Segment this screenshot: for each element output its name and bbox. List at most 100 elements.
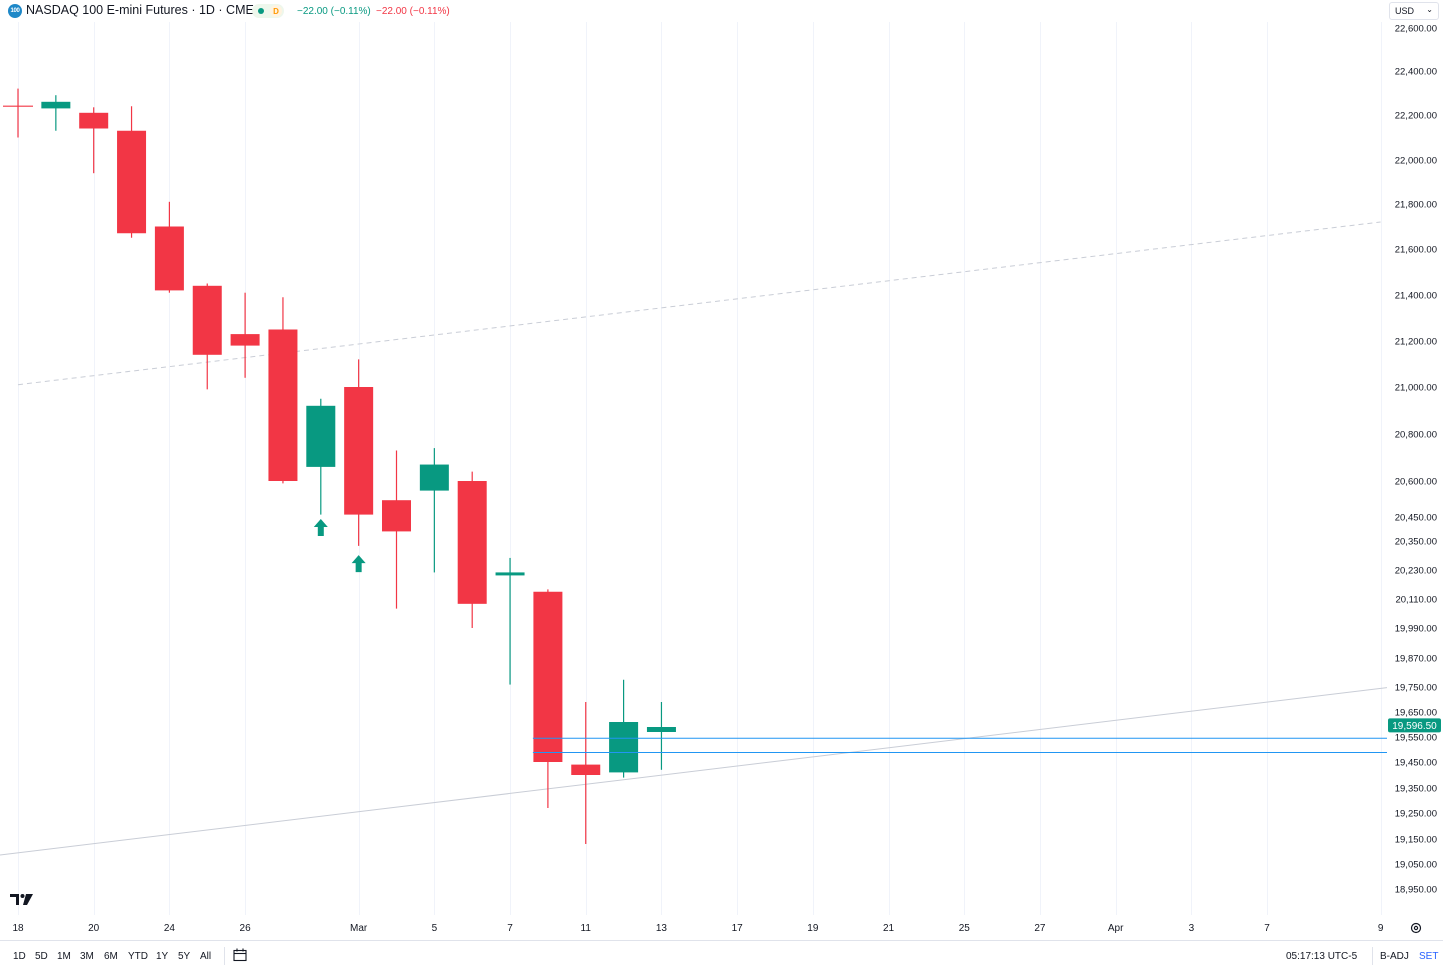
range-button-ytd[interactable]: YTD: [128, 951, 148, 962]
y-tick-label: 22,400.00: [1395, 67, 1437, 78]
y-tick-label: 19,550.00: [1395, 733, 1437, 744]
candle: [3, 88, 33, 138]
tradingview-logo-icon[interactable]: [10, 893, 36, 907]
y-tick-label: 20,350.00: [1395, 537, 1437, 548]
candle-body: [344, 387, 374, 515]
y-tick-label: 21,200.00: [1395, 337, 1437, 348]
candle: [382, 450, 411, 609]
candle-body: [457, 481, 487, 604]
y-tick-label: 20,800.00: [1395, 430, 1437, 441]
chevron-down-icon: ⌄: [1426, 5, 1433, 14]
range-button-5d[interactable]: 5D: [35, 951, 48, 962]
range-button-5y[interactable]: 5Y: [178, 951, 191, 962]
price-chart[interactable]: 22,600.00 22,400.00 22,200.00 22,000.00 21,8…: [0, 0, 1443, 940]
y-tick-label: 19,650.00: [1395, 708, 1437, 719]
candle: [419, 448, 449, 573]
y-tick-label: 19,750.00: [1395, 683, 1437, 694]
currency-value: USD: [1395, 6, 1415, 16]
candle-body: [41, 101, 71, 109]
market-status-pill[interactable]: D: [252, 4, 284, 18]
price-change-red: −22.00 (−0.11%): [376, 6, 450, 17]
price-change-green: −22.00 (−0.11%): [297, 6, 371, 17]
x-tick-label: 24: [164, 923, 176, 934]
x-tick-label: 17: [732, 923, 744, 934]
toolbar-divider: [224, 947, 225, 965]
calendar-icon[interactable]: [233, 948, 247, 962]
x-tick-label: 9: [1378, 923, 1384, 934]
candle: [192, 283, 222, 390]
y-tick-label: 22,200.00: [1395, 111, 1437, 122]
y-tick-label: 20,230.00: [1395, 566, 1437, 577]
candle: [495, 557, 525, 685]
buy-signal-arrow-icon: [313, 519, 328, 536]
candle: [117, 106, 147, 238]
x-tick-label: 7: [507, 923, 513, 934]
y-tick-label: 21,000.00: [1395, 383, 1437, 394]
candle: [79, 107, 109, 174]
last-price-tag: [1388, 718, 1441, 733]
candle: [457, 471, 487, 628]
range-button-all[interactable]: All: [200, 951, 212, 962]
candle: [344, 359, 374, 546]
currency-select[interactable]: USD ⌄: [1389, 2, 1439, 20]
y-tick-label: 19,990.00: [1395, 624, 1437, 635]
candle-body: [154, 226, 184, 291]
candle-body: [495, 572, 525, 576]
x-tick-label: 18: [12, 923, 24, 934]
candle-body: [117, 130, 147, 234]
settlement-toggle[interactable]: SET: [1419, 951, 1439, 962]
y-tick-label: 19,050.00: [1395, 860, 1437, 871]
candle: [533, 589, 563, 808]
symbol-title[interactable]: NASDAQ 100 E-mini Futures · 1D · CME: [26, 3, 254, 17]
candle-body: [382, 500, 411, 532]
x-tick-label: Apr: [1108, 923, 1124, 934]
candle: [609, 679, 639, 778]
trend-line: [0, 687, 1388, 856]
gear-icon[interactable]: [1409, 921, 1423, 935]
y-tick-label: 19,250.00: [1395, 809, 1437, 820]
symbol-logo[interactable]: 100: [8, 4, 22, 18]
x-tick-label: Mar: [350, 923, 368, 934]
candle: [646, 702, 676, 770]
candle-body: [419, 464, 449, 491]
chart-header: 100 NASDAQ 100 E-mini Futures · 1D · CME…: [0, 0, 1439, 22]
range-button-3m[interactable]: 3M: [80, 951, 94, 962]
candle-body: [79, 112, 109, 129]
candle-body: [646, 727, 676, 732]
x-tick-label: 7: [1264, 923, 1270, 934]
candle: [230, 292, 260, 378]
y-tick-label: 20,110.00: [1395, 595, 1437, 606]
x-tick-label: 20: [88, 923, 100, 934]
candle: [268, 297, 298, 484]
range-button-1m[interactable]: 1M: [57, 951, 71, 962]
y-tick-label: 22,600.00: [1395, 24, 1437, 35]
candle-body: [192, 285, 222, 355]
candle-body: [571, 764, 601, 775]
y-tick-label: 19,450.00: [1395, 758, 1437, 769]
clock-readout[interactable]: 05:17:13 UTC-5: [1286, 951, 1358, 962]
dashed-trend-line: [17, 221, 1381, 386]
last-price-label: 19,596.50: [1392, 721, 1437, 732]
y-tick-label: 20,450.00: [1395, 513, 1437, 524]
toolbar-divider: [1372, 947, 1373, 965]
x-tick-label: 26: [240, 923, 252, 934]
candle: [41, 95, 71, 131]
y-tick-label: 21,400.00: [1395, 291, 1437, 302]
timeframe-badge: D: [270, 5, 282, 17]
range-button-1d[interactable]: 1D: [13, 951, 26, 962]
x-tick-label: 25: [959, 923, 971, 934]
candle-body: [609, 722, 639, 773]
candle-body: [268, 329, 298, 481]
candle: [154, 201, 184, 293]
buy-signal-arrow-icon: [351, 555, 366, 573]
x-tick-label: 19: [807, 923, 819, 934]
back-adjust-toggle[interactable]: B-ADJ: [1380, 951, 1409, 962]
candle-body: [533, 591, 563, 762]
candle-body: [230, 334, 260, 346]
range-button-1y[interactable]: 1Y: [156, 951, 169, 962]
y-tick-label: 19,350.00: [1395, 784, 1437, 795]
range-button-6m[interactable]: 6M: [104, 951, 118, 962]
y-tick-label: 21,600.00: [1395, 245, 1437, 256]
candle-body: [306, 405, 336, 467]
candle: [306, 398, 336, 515]
